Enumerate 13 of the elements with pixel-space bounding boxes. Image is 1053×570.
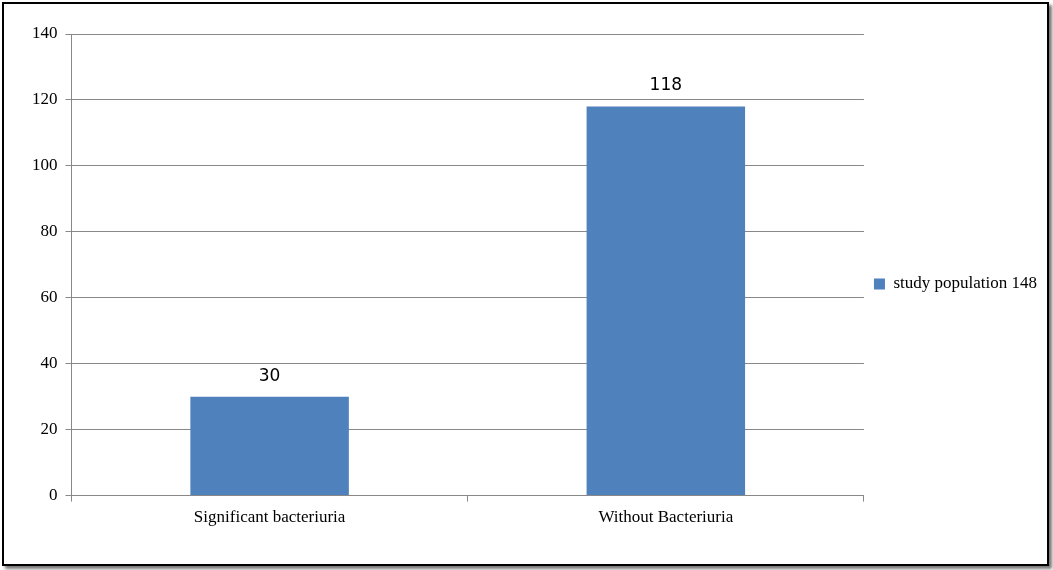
data-label: 118: [649, 74, 683, 95]
y-tick-label: 20: [40, 419, 58, 439]
y-tick-label: 100: [32, 155, 58, 175]
y-tick-label: 60: [40, 287, 58, 307]
data-label: 30: [258, 364, 281, 385]
y-tick-label: 40: [40, 353, 58, 373]
y-tick-label: 0: [49, 485, 58, 505]
y-tick-label: 120: [32, 89, 58, 109]
legend-label: study population 148: [893, 273, 1038, 293]
x-tick-label: Significant bacteriuria: [193, 507, 346, 527]
y-tick-label: 80: [40, 221, 58, 241]
y-tick-label: 140: [32, 23, 58, 43]
x-tick-label: Without Bacteriuria: [598, 507, 734, 527]
